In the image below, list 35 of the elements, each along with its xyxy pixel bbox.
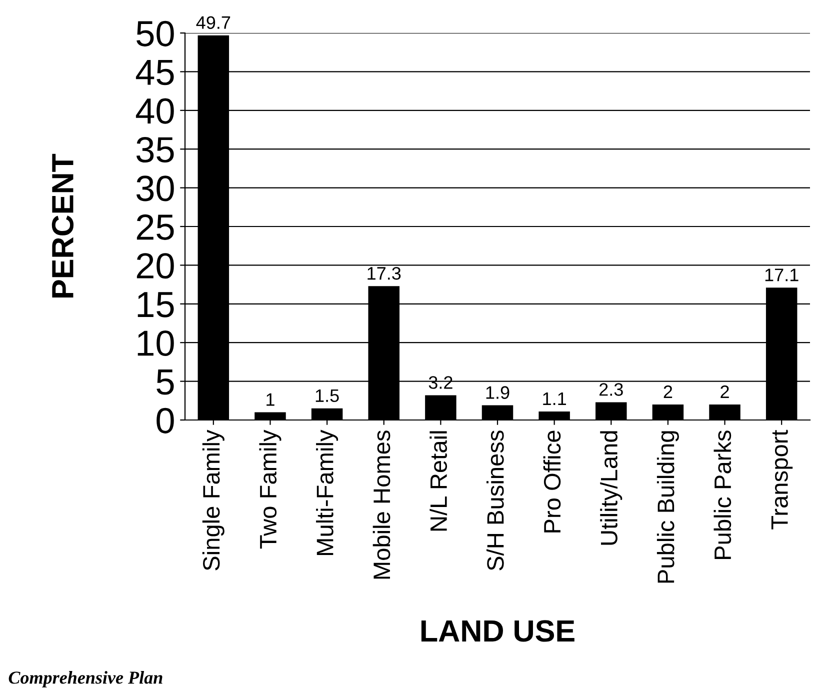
data-label: 1.1 — [543, 392, 566, 405]
y-tick-label: 25 — [136, 214, 174, 240]
x-tick-label: S/H Business — [486, 430, 504, 570]
x-tick-label: Utility/Land — [600, 431, 622, 545]
x-tick-label: N/L Retail — [430, 431, 448, 531]
data-label: 17.1 — [765, 268, 798, 282]
y-tick-label: 45 — [136, 60, 174, 86]
x-tick-label: Mobile Homes — [372, 430, 390, 579]
data-label: 49.7 — [196, 16, 230, 29]
x-tick-label: Two Family — [259, 430, 282, 549]
y-axis-title: PERCENT — [52, 154, 74, 298]
data-label: 2 — [720, 385, 729, 398]
y-tick-label: 50 — [136, 20, 174, 46]
y-tick-label: 10 — [138, 330, 174, 356]
y-tick-label: 0 — [156, 408, 174, 434]
y-tick-label: 20 — [136, 253, 174, 279]
x-axis-title: LAND USE — [421, 620, 574, 642]
y-tick-label: 30 — [136, 176, 174, 202]
data-label: 1.9 — [486, 386, 510, 399]
data-label: 2.3 — [599, 383, 623, 396]
data-label: 1.5 — [316, 389, 339, 402]
x-tick-label: Pro Office — [543, 430, 561, 532]
y-tick-label: 5 — [156, 370, 174, 395]
data-label: 17.3 — [368, 266, 401, 280]
x-tick-label: Multi-Family — [316, 430, 338, 556]
x-tick-label: Public Building — [656, 431, 679, 583]
y-tick-label: 40 — [136, 98, 174, 124]
x-tick-label: Public Parks — [714, 430, 732, 560]
x-tick-label: Transport — [771, 430, 793, 530]
y-tick-label: 35 — [136, 136, 174, 163]
data-label: 2 — [664, 385, 672, 398]
x-tick-label: Single Family — [202, 430, 224, 570]
data-label: 1 — [266, 393, 274, 406]
y-tick-label: 15 — [138, 292, 174, 318]
text: Comprehensive Plan — [8, 671, 162, 688]
